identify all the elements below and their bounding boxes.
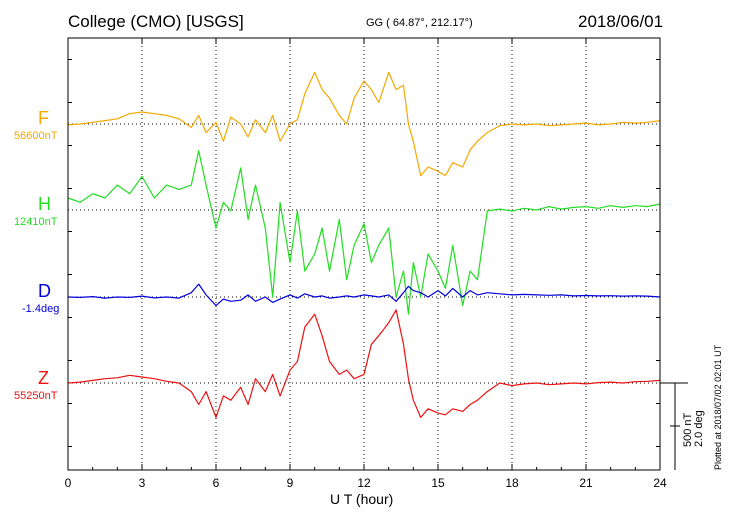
x-tick-label: 3 — [139, 476, 146, 490]
x-tick-label: 18 — [505, 476, 519, 490]
x-tick-label: 0 — [65, 476, 72, 490]
series-line-d — [67, 283, 661, 307]
plot-axes: 0 3 6 9 12 15 18 21 24 — [65, 37, 688, 490]
plotted-timestamp: Plotted at 2018/07/02 02:01 UT — [713, 344, 723, 470]
x-tick-label: 24 — [653, 476, 667, 490]
series-name-h: H — [38, 194, 51, 214]
series-line-h — [67, 150, 661, 315]
series-name-f: F — [38, 108, 49, 128]
station-title: College (CMO) [USGS] — [68, 12, 244, 31]
x-axis-label: U T (hour) — [330, 491, 394, 507]
plot-grid — [68, 38, 660, 470]
series-baseline-z: 55250nT — [14, 390, 58, 402]
series-line-z — [67, 309, 661, 418]
series-name-z: Z — [38, 368, 49, 388]
scale-deg: 2.0 deg — [693, 410, 705, 447]
x-tick-label: 15 — [431, 476, 445, 490]
series-name-d: D — [38, 281, 51, 301]
plot-traces — [67, 71, 661, 418]
x-tick-label: 21 — [579, 476, 593, 490]
geographic-coordinates: GG ( 64.87°, 212.17°) — [366, 17, 473, 29]
chart-date: 2018/06/01 — [578, 12, 664, 31]
x-tick-label: 12 — [357, 476, 371, 490]
series-baseline-d: -1.4deg — [22, 303, 60, 315]
series-line-f — [67, 71, 661, 177]
series-baseline-f: 56600nT — [14, 130, 58, 142]
scale-bar-label: 500 nT 2.0 deg — [682, 410, 705, 447]
x-tick-label: 9 — [287, 476, 294, 490]
series-baseline-h: 12410nT — [14, 216, 58, 228]
x-tick-label: 6 — [213, 476, 220, 490]
